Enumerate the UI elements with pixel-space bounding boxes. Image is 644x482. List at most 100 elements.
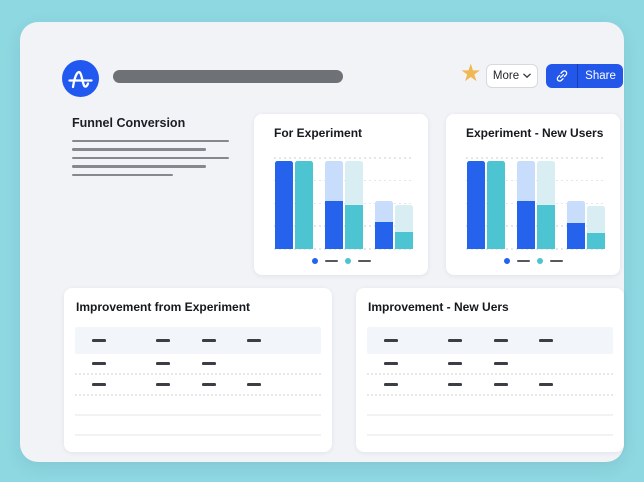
link-icon[interactable] xyxy=(546,64,577,88)
legend-dot xyxy=(311,258,318,264)
share-button-label: Share xyxy=(585,70,616,82)
funnel-bar-completed xyxy=(345,205,363,249)
funnel-bar xyxy=(537,161,555,249)
cell-dash xyxy=(539,339,553,342)
bar-group xyxy=(517,158,555,249)
dashboard-panel: ★ More Share Funnel Conversion For Expe xyxy=(20,22,624,462)
bar-group xyxy=(567,158,605,249)
cell-dash xyxy=(384,383,398,386)
cell-dash xyxy=(384,339,398,342)
cell-dash xyxy=(202,383,216,386)
gridline xyxy=(466,248,606,250)
cell-dash xyxy=(202,362,216,365)
bar-groups xyxy=(466,158,606,249)
more-button-label: More xyxy=(492,70,520,82)
legend-dot xyxy=(344,258,351,264)
table-body xyxy=(367,327,613,436)
funnel-bar xyxy=(375,200,393,249)
funnel-bar-completed xyxy=(395,232,413,249)
funnel-bar-completed xyxy=(325,200,343,249)
gridline xyxy=(274,202,414,204)
funnel-bar-completed xyxy=(295,161,313,249)
funnel-bar xyxy=(275,161,293,249)
cell-dash xyxy=(384,362,398,365)
skeleton-line xyxy=(72,173,173,177)
share-button-divider xyxy=(577,64,578,88)
legend-dot xyxy=(503,258,510,264)
amplitude-logo-icon xyxy=(62,60,99,97)
funnel-skeleton-lines xyxy=(72,140,229,182)
table-row xyxy=(367,327,613,354)
funnel-bar xyxy=(395,205,413,249)
cell-dash xyxy=(92,362,106,365)
cell-dash xyxy=(448,362,462,365)
bar-group xyxy=(325,158,363,249)
table-row xyxy=(367,354,613,375)
funnel-bar xyxy=(487,161,505,249)
legend-label-placeholder xyxy=(324,259,338,263)
funnel-bar xyxy=(517,161,535,249)
chart-plot xyxy=(274,157,414,250)
gridline xyxy=(274,157,414,159)
more-button[interactable]: More xyxy=(486,64,538,88)
table-row xyxy=(75,375,321,396)
chart-card-for-experiment: For Experiment xyxy=(254,114,428,275)
table-card-title: Improvement from Experiment xyxy=(76,300,251,314)
bar-group xyxy=(375,158,413,249)
chart-plot xyxy=(466,157,606,250)
cell-dash xyxy=(92,339,106,342)
chart-legend xyxy=(446,258,620,264)
gridline xyxy=(274,179,414,182)
gridline xyxy=(466,202,606,204)
dashboard-title-placeholder xyxy=(113,70,343,83)
funnel-bar xyxy=(345,161,363,249)
bar-groups xyxy=(274,158,414,249)
table-row xyxy=(367,396,613,416)
cell-dash xyxy=(247,383,261,386)
funnel-bar xyxy=(567,200,585,249)
gridline xyxy=(466,225,606,227)
chart-legend xyxy=(254,258,428,264)
funnel-bar-completed xyxy=(275,161,293,249)
legend-label-placeholder xyxy=(357,259,371,263)
cell-dash xyxy=(448,339,462,342)
skeleton-line xyxy=(72,165,206,168)
table-row xyxy=(75,354,321,375)
bar-group xyxy=(275,158,313,249)
chart-card-experiment-new-users: Experiment - New Users xyxy=(446,114,620,275)
table-row xyxy=(75,416,321,436)
funnel-bar-completed xyxy=(467,161,485,249)
legend-dot xyxy=(536,258,543,264)
table-row xyxy=(367,416,613,436)
gridline xyxy=(466,157,606,159)
chart-card-title: Experiment - New Users xyxy=(466,126,604,140)
cell-dash xyxy=(539,383,553,386)
funnel-bar xyxy=(467,161,485,249)
skeleton-line xyxy=(72,156,229,160)
cell-dash xyxy=(156,383,170,386)
cell-dash xyxy=(494,362,508,365)
cell-dash xyxy=(156,339,170,342)
funnel-bar-completed xyxy=(537,205,555,249)
table-row xyxy=(75,396,321,416)
favorite-star-icon[interactable]: ★ xyxy=(460,60,482,87)
cell-dash xyxy=(448,383,462,386)
skeleton-line xyxy=(72,148,206,151)
funnel-bar xyxy=(587,205,605,249)
share-button[interactable]: Share xyxy=(546,64,623,88)
funnel-bar xyxy=(325,161,343,249)
legend-label-placeholder xyxy=(549,259,563,263)
table-body xyxy=(75,327,321,436)
cell-dash xyxy=(494,339,508,342)
cell-dash xyxy=(92,383,106,386)
funnel-bar-completed xyxy=(567,222,585,249)
gridline xyxy=(466,179,606,182)
skeleton-line xyxy=(72,140,229,143)
gridline xyxy=(274,225,414,227)
funnel-bar-completed xyxy=(587,233,605,249)
funnel-bar xyxy=(295,161,313,249)
cell-dash xyxy=(202,339,216,342)
table-card-title: Improvement - New Uers xyxy=(368,300,509,314)
chevron-down-icon xyxy=(523,73,531,79)
